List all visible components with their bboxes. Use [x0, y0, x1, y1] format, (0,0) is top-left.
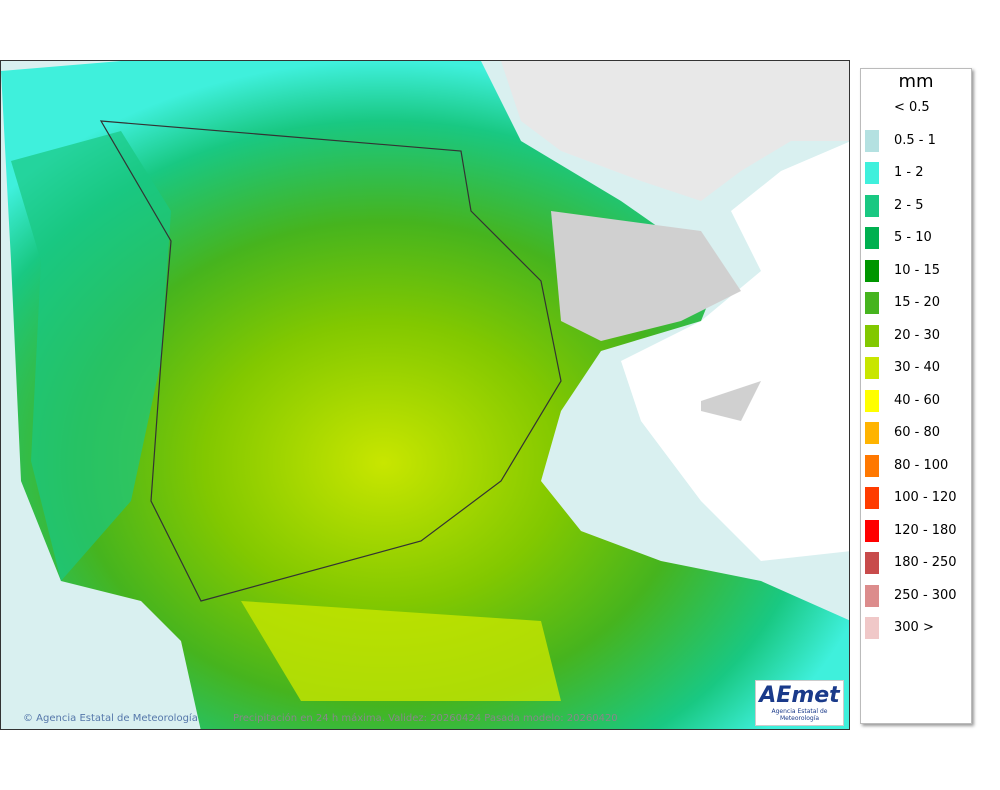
- legend-entry: 20 - 30: [865, 324, 969, 347]
- legend-label: 60 - 80: [894, 425, 941, 440]
- legend-swatch: [865, 292, 879, 314]
- legend-swatch: [865, 324, 879, 347]
- legend-swatch: [865, 487, 879, 509]
- caption: Precipitación en 24 h máxima. Validez: 2…: [233, 713, 618, 724]
- logo-name: AEmet: [759, 683, 840, 708]
- legend-entry: 5 - 10: [865, 227, 969, 249]
- legend-entry: 300 >: [865, 617, 969, 639]
- legend-label: 0.5 - 1: [894, 132, 936, 148]
- legend-entry: 30 - 40: [865, 357, 969, 379]
- legend-entry: 15 - 20: [865, 292, 969, 314]
- legend-swatch: [865, 162, 879, 184]
- precipitation-map: © Agencia Estatal de Meteorología Precip…: [0, 60, 850, 730]
- legend-entry: 100 - 120: [865, 487, 969, 509]
- legend-swatch: [865, 519, 879, 542]
- credit: © Agencia Estatal de Meteorología: [23, 713, 198, 724]
- legend-entry: 180 - 250: [865, 552, 969, 574]
- legend-label: 10 - 15: [894, 262, 941, 278]
- legend-swatch: [865, 422, 879, 444]
- legend-label: 120 - 180: [894, 522, 957, 538]
- legend-label: < 0.5: [894, 100, 930, 115]
- logo: AEmet Agencia Estatal de Meteorología: [755, 680, 844, 726]
- legend-label: 30 - 40: [894, 360, 941, 375]
- legend-swatch: [865, 357, 879, 379]
- legend-entry: 1 - 2: [865, 162, 969, 184]
- legend-entry: 120 - 180: [865, 519, 969, 542]
- legend-swatch: [865, 259, 879, 282]
- legend-label: 15 - 20: [894, 295, 941, 310]
- legend: mm < 0.5 0.5 - 1 1 - 2 2 - 5 5 - 10 10 - 15 15…: [860, 68, 972, 724]
- legend-label: 1 - 2: [894, 165, 924, 180]
- legend-swatch: [865, 227, 879, 249]
- legend-label: 250 - 300: [894, 587, 957, 603]
- legend-label: 5 - 10: [894, 230, 932, 245]
- legend-swatch: [865, 129, 879, 152]
- legend-label: 2 - 5: [894, 197, 924, 213]
- logo-subtitle: Agencia Estatal de Meteorología: [771, 708, 828, 722]
- legend-entry: 60 - 80: [865, 422, 969, 444]
- legend-entry: < 0.5: [865, 97, 969, 119]
- legend-title: mm: [898, 71, 934, 92]
- legend-entry: 40 - 60: [865, 389, 969, 412]
- legend-swatch: [865, 97, 879, 119]
- legend-label: 80 - 100: [894, 457, 949, 473]
- legend-entry: 2 - 5: [865, 194, 969, 217]
- legend-swatch: [865, 389, 879, 412]
- legend-entry: 0.5 - 1: [865, 129, 969, 152]
- legend-swatch: [865, 454, 879, 477]
- legend-label: 100 - 120: [894, 490, 957, 505]
- legend-swatch: [865, 617, 879, 639]
- legend-entry: 80 - 100: [865, 454, 969, 477]
- legend-label: 180 - 250: [894, 555, 957, 570]
- legend-label: 300 >: [894, 620, 934, 635]
- map-graphic: [1, 61, 849, 729]
- legend-entry: 10 - 15: [865, 259, 969, 282]
- legend-swatch: [865, 552, 879, 574]
- legend-label: 20 - 30: [894, 327, 941, 343]
- legend-swatch: [865, 584, 879, 607]
- legend-label: 40 - 60: [894, 392, 941, 408]
- legend-swatch: [865, 194, 879, 217]
- legend-entry: 250 - 300: [865, 584, 969, 607]
